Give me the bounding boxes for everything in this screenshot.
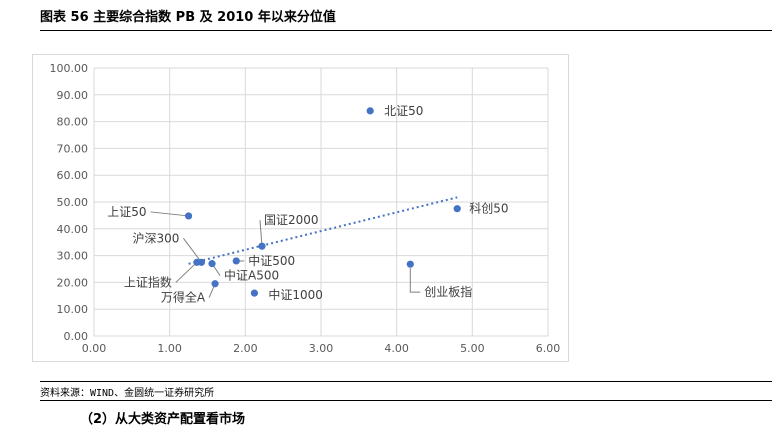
y-tick-label: 50.00 [57, 196, 89, 209]
point-label: 创业板指 [424, 284, 472, 299]
y-tick-label: 20.00 [57, 276, 89, 289]
label-leader-line [409, 268, 421, 293]
chart-frame: 0.00 10.00 20.00 30.00 40.00 50.00 60.00 70.00 8… [32, 54, 569, 362]
point-label: 中证500 [248, 253, 295, 268]
label-leader-line [259, 220, 263, 247]
y-tick-label: 60.00 [57, 169, 89, 182]
x-tick-label: 6.00 [536, 342, 561, 355]
y-tick-label: 70.00 [57, 142, 89, 155]
point-label: 中证A500 [224, 268, 279, 283]
point-label: 沪深300 [133, 231, 180, 245]
y-tick-label: 30.00 [57, 250, 89, 263]
trendline [188, 196, 458, 265]
figure-title: 图表 56 主要综合指数 PB 及 2010 年以来分位值 [40, 8, 772, 31]
scatter-chart: 0.00 10.00 20.00 30.00 40.00 50.00 60.00 70.00 8… [50, 62, 561, 355]
x-tick-label: 2.00 [233, 342, 257, 355]
y-tick-label: 100.00 [50, 62, 89, 75]
y-tick-label: 10.00 [57, 303, 89, 316]
x-tick-label: 0.00 [82, 342, 107, 355]
y-tick-label: 90.00 [57, 89, 89, 102]
point-label: 北证50 [384, 104, 423, 118]
scatter-point [366, 107, 374, 115]
point-label: 万得全A [161, 290, 206, 305]
label-leader-line [183, 238, 202, 263]
scatter-point [250, 289, 259, 297]
x-tick-label: 5.00 [460, 342, 485, 355]
x-tick-label: 3.00 [309, 342, 334, 355]
source-rule-top [40, 381, 772, 382]
x-tick-label: 4.00 [384, 342, 409, 355]
point-label: 上证50 [107, 205, 146, 219]
point-label: 中证1000 [268, 287, 323, 302]
scatter-point [453, 205, 461, 213]
scatter-point [193, 258, 201, 266]
label-leader-line [175, 261, 198, 283]
scatter-point [232, 257, 240, 265]
x-tick-label: 1.00 [157, 342, 182, 355]
y-tick-label: 40.00 [57, 223, 89, 236]
y-tick-label: 80.00 [57, 116, 89, 129]
section-heading: （2）从大类资产配置看市场 [80, 412, 246, 427]
scatter-point [211, 280, 219, 288]
point-label: 上证指数 [124, 274, 172, 289]
label-leader-line [150, 211, 189, 217]
point-label: 国证2000 [264, 213, 319, 227]
scatter-point [258, 242, 266, 250]
source-note: 资料来源：WIND、金圆统一证券研究所 [40, 388, 215, 399]
scatter-point [208, 260, 216, 268]
scatter-point [184, 212, 193, 220]
point-label: 科创50 [469, 202, 508, 216]
source-rule-bottom [40, 400, 772, 401]
y-tick-label: 0.00 [64, 330, 89, 343]
scatter-point [406, 260, 414, 268]
